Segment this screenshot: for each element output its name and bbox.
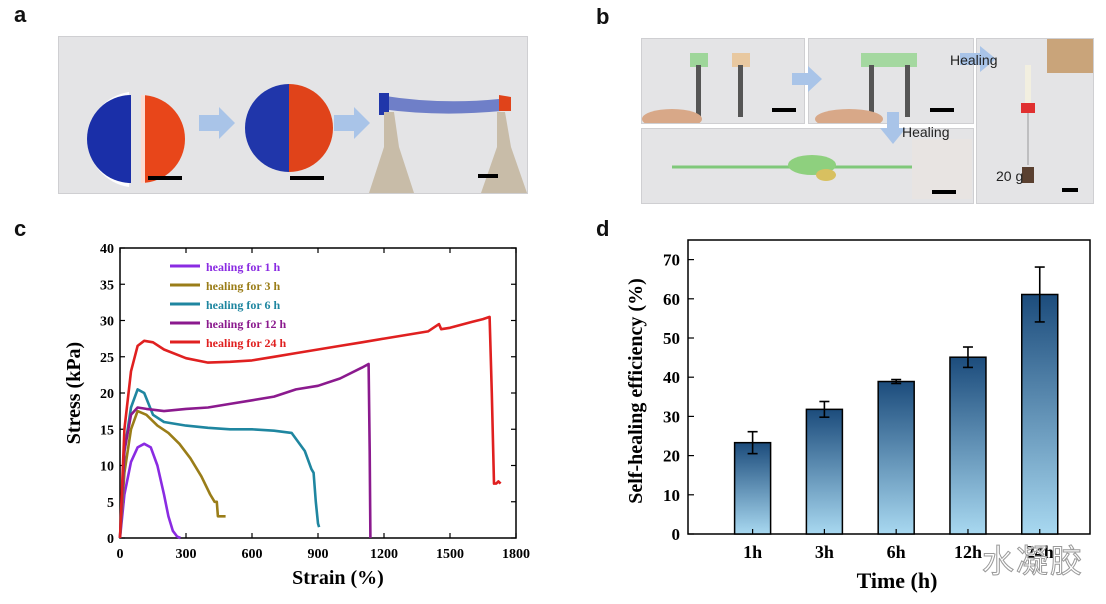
hydrogel-illustration-b4: [672, 139, 972, 199]
bar: [805, 408, 844, 535]
series-line: [118, 315, 502, 539]
healing-label: Healing: [950, 52, 998, 68]
x-tick-label: 1800: [502, 547, 530, 562]
x-tick-label: 3h: [815, 542, 834, 562]
watermark: 水凝胶: [981, 542, 1085, 581]
y-tick-label: 60: [663, 290, 680, 309]
x-tick-label: 0: [117, 547, 124, 562]
y-tick-label: 25: [100, 351, 114, 366]
y-axis-label: Self-healing efficiency (%): [625, 278, 647, 504]
legend-label: healing for 24 h: [206, 336, 286, 350]
x-tick-label: 12h: [954, 542, 982, 562]
weight-label: 20 g: [996, 168, 1024, 184]
scale-bar: [932, 190, 956, 194]
y-tick-label: 40: [663, 368, 680, 387]
bar: [733, 441, 772, 535]
y-tick-label: 20: [100, 387, 114, 402]
panel-label-a: a: [14, 2, 27, 27]
hydrogel-illustration-b3: [1021, 39, 1093, 183]
x-tick-label: 1h: [743, 542, 762, 562]
scale-bar: [478, 174, 498, 178]
arrow-icon: [960, 46, 996, 72]
bar: [949, 356, 987, 535]
self-healing-efficiency-chart: 0 10 20 30 40 50 60 70 1h 3h 6h 12h 24h Time (h) Self-…: [625, 239, 1091, 593]
scale-bar: [772, 108, 796, 112]
x-tick-label: 600: [242, 547, 263, 562]
panel-b-photo-1: [641, 38, 805, 129]
bar: [1021, 293, 1059, 535]
plot-frame: [119, 247, 517, 539]
series-line: [118, 442, 182, 540]
scale-bar: [290, 176, 324, 180]
x-tick-label: 300: [176, 547, 197, 562]
legend-label: healing for 3 h: [206, 279, 280, 293]
panel-b-photo-3: [976, 38, 1094, 204]
series-line: [118, 362, 372, 539]
panel-b-photo-4: [641, 128, 974, 204]
y-tick-label: 10: [100, 460, 114, 475]
x-tick-label: 1200: [370, 547, 398, 562]
x-axis-label: Strain (%): [292, 567, 384, 589]
legend-label: healing for 12 h: [206, 317, 286, 331]
y-tick-label: 50: [663, 329, 680, 348]
x-tick-label: 1500: [436, 547, 464, 562]
panel-a-photo: [58, 36, 528, 194]
x-tick-label: 24h: [1026, 542, 1054, 562]
series-line: [118, 388, 321, 539]
y-tick-label: 0: [672, 525, 681, 544]
arrow-icon: [880, 112, 906, 144]
stress-strain-chart: 0 300 600 900 1200 1500 1800 0 5 10 15 20 25 30 35 40 St…: [63, 242, 530, 589]
healing-label: Healing: [902, 124, 950, 140]
y-tick-label: 35: [100, 278, 114, 293]
y-tick-label: 5: [107, 496, 114, 511]
y-tick-label: 70: [663, 251, 680, 270]
scale-bar: [148, 176, 182, 180]
legend-label: healing for 1 h: [206, 260, 280, 274]
bar: [877, 380, 915, 535]
panel-label-c: c: [14, 216, 27, 241]
legend-label: healing for 6 h: [206, 298, 280, 312]
panel-label-d: d: [596, 216, 610, 241]
y-tick-label: 20: [663, 447, 680, 466]
y-tick-label: 15: [100, 423, 114, 438]
y-tick-label: 30: [100, 315, 114, 330]
x-tick-label: 6h: [887, 542, 906, 562]
y-axis-label: Stress (kPa): [63, 342, 85, 444]
arrow-icon: [792, 66, 822, 92]
x-tick-label: 900: [308, 547, 329, 562]
y-tick-label: 0: [107, 532, 114, 547]
y-tick-label: 30: [663, 407, 680, 426]
panel-label-b: b: [596, 4, 610, 29]
x-axis-label: Time (h): [857, 568, 938, 593]
y-tick-label: 40: [100, 242, 114, 257]
series-line: [118, 409, 226, 539]
hydrogel-illustration-a: [87, 84, 527, 193]
y-tick-label: 10: [663, 486, 680, 505]
scale-bar: [1062, 188, 1078, 192]
scale-bar: [930, 108, 954, 112]
